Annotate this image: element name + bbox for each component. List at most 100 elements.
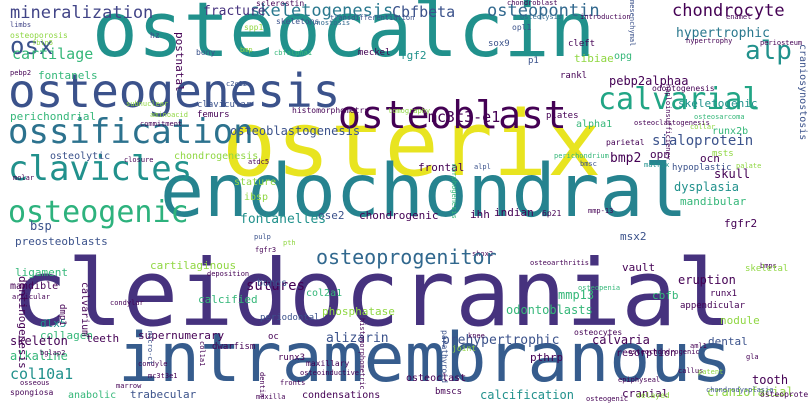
word-44: bmp (240, 46, 253, 54)
word-8: clavicles (8, 149, 193, 189)
word-191: craniosynostosis (797, 44, 808, 141)
word-75: closure (124, 156, 154, 164)
word-185: dmp1 (57, 304, 67, 326)
word-45: cbfalpha1 (274, 49, 312, 57)
word-6: osteoblast (338, 93, 567, 137)
word-110: osteoarthritis (530, 259, 590, 267)
word-166: bglap2 (40, 349, 66, 357)
word-47: fgf2 (400, 49, 427, 62)
word-141: prehypertrophic (442, 333, 560, 348)
word-145: alkaline (10, 349, 68, 363)
word-118: runx1 (710, 289, 738, 299)
word-13: mineralization (10, 3, 154, 23)
word-34: synostosis (308, 19, 351, 27)
word-140: alizarin (326, 331, 389, 346)
word-186: micro-ct (146, 331, 154, 365)
word-150: anabolic (68, 390, 117, 401)
word-82: msts (712, 149, 734, 159)
word-164: osseous (20, 379, 50, 387)
word-155: craniofacial (707, 385, 794, 399)
word-193: postnatal (173, 32, 186, 92)
word-77: alpl (474, 163, 491, 171)
word-170: articular (12, 293, 50, 301)
word-54: tomography (388, 107, 431, 115)
word-167: condyle (138, 360, 168, 368)
word-161: maxilla (256, 393, 286, 401)
word-21: Cbfbeta (392, 3, 456, 21)
word-163: osteoprotegerin (760, 390, 808, 399)
word-80: ocn (700, 152, 720, 165)
word-41: fontanels (38, 69, 98, 82)
word-70: runx2b (712, 126, 749, 137)
word-85: dysplasia (674, 180, 740, 194)
word-180: perichondrium (554, 152, 609, 160)
word-178: joint (452, 344, 477, 353)
word-125: cbfb (652, 289, 679, 302)
word-159: mc3t3e1 (148, 372, 178, 380)
word-30: enamel (726, 13, 752, 21)
word-43: bony (196, 48, 216, 57)
word-132: dwarfism (212, 342, 256, 352)
word-121: bones (257, 278, 288, 289)
word-39: hypertrophy (686, 37, 733, 45)
word-158: osteoinductive (300, 369, 360, 377)
word-9: osteogenic (8, 195, 189, 230)
word-143: resorption (616, 348, 677, 359)
word-56: pebp2alphaa (609, 74, 689, 88)
word-7: ossification (8, 112, 254, 152)
word-53: histomorphometry (292, 106, 370, 115)
word-100: fontanelles (240, 212, 327, 227)
word-175: epiphyseal (618, 376, 661, 384)
word-49: opg (614, 51, 633, 62)
word-35: sox9 (488, 39, 510, 49)
word-88: atdc5 (248, 158, 270, 166)
word-104: msx2 (620, 230, 647, 243)
word-23: sclerostin (256, 0, 305, 8)
word-86: stature (234, 177, 277, 188)
word-27: osteolysis (520, 13, 563, 21)
word-10: calvarial (598, 82, 761, 117)
word-26: chondroblast (507, 0, 558, 7)
word-113: col2a1 (306, 288, 343, 299)
word-102: pth (283, 239, 296, 247)
word-96: ihh (470, 208, 490, 221)
word-122: calcified (198, 293, 258, 306)
word-187: dentin (258, 372, 266, 398)
word-66: mc3t3-e1 (428, 108, 501, 126)
word-128: periodontal (260, 313, 320, 323)
word-5: osteogenesis (8, 64, 341, 118)
word-169: marrow (116, 382, 142, 390)
word-84: skull (714, 167, 751, 181)
word-174: aml1 (690, 342, 707, 350)
word-106: preosteoblasts (15, 235, 108, 248)
word-32: fbln5 (32, 39, 54, 47)
word-189: histomorphometric (358, 318, 366, 390)
word-120: mandible (10, 281, 59, 292)
word-29: mesenchymal (628, 0, 636, 47)
word-124: mmp13 (558, 288, 595, 302)
word-142: calvaria (592, 333, 650, 347)
word-146: col10a1 (10, 365, 74, 383)
word-72: osteolytic (50, 151, 111, 162)
word-183: dentinogenesis (16, 276, 29, 369)
word-114: osteoprogenitor (316, 245, 497, 269)
word-173: osteogenic (586, 395, 629, 403)
word-157: bmscs (435, 387, 463, 397)
word-188: col1a1 (198, 341, 206, 367)
word-165: maxillary (306, 359, 350, 368)
word-24: skeletons (276, 17, 320, 26)
word-76: frontal (418, 161, 465, 174)
word-181: osteopenia (578, 284, 621, 292)
word-59: femurs (197, 110, 230, 120)
word-52: c2c12 (226, 80, 248, 88)
word-0: osteocalcin (92, 0, 596, 74)
word-95: chondrogenic (359, 209, 439, 222)
word-162: delayed (636, 391, 670, 400)
word-62: alpha1 (576, 119, 613, 130)
word-73: chondrogenesis (174, 151, 259, 162)
word-137: skeleton (10, 334, 68, 348)
word-156: spongiosa (10, 388, 54, 397)
word-91: palate (736, 162, 762, 170)
word-63: odontogenesis (652, 84, 715, 93)
